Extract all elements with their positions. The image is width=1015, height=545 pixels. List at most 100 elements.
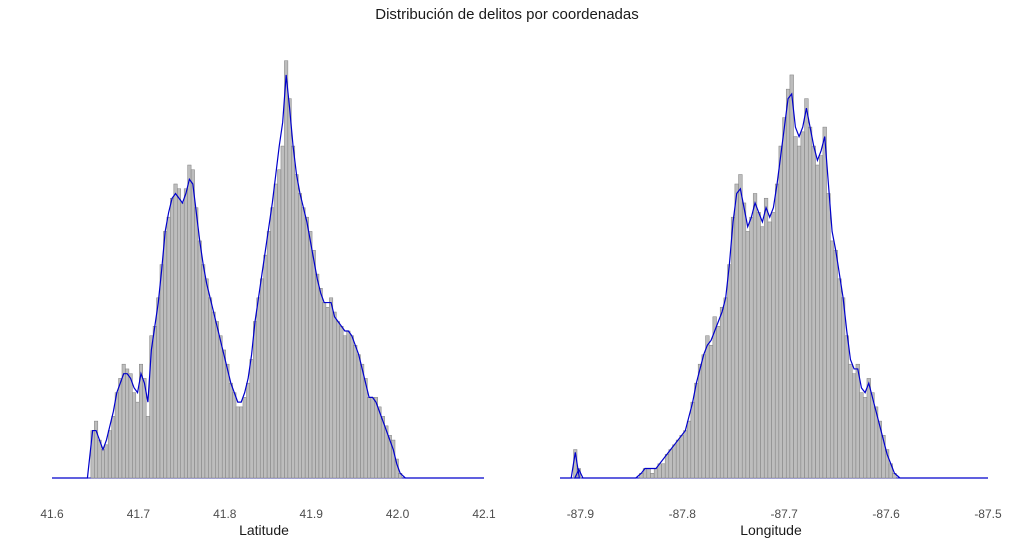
x-tick-label: 42.0: [386, 507, 410, 521]
histogram-bar: [125, 368, 130, 479]
histogram-bar: [789, 74, 794, 479]
x-tick-label: 41.6: [40, 507, 64, 521]
histogram-bar: [370, 397, 375, 479]
histogram-bar: [183, 188, 188, 479]
histogram-bar: [291, 145, 296, 479]
histogram-bar: [763, 197, 769, 479]
histogram-bar: [259, 278, 264, 479]
x-tick-label: -87.9: [567, 507, 595, 521]
histogram-bar: [253, 321, 258, 479]
histogram-bar: [104, 444, 109, 479]
histogram-bar: [204, 278, 209, 479]
histogram-bar: [128, 373, 133, 479]
histogram-bar: [304, 216, 309, 479]
longitude-density-line: [560, 92, 988, 479]
histogram-bar: [771, 212, 776, 479]
histogram-bar: [661, 463, 666, 479]
histogram-bar: [256, 297, 261, 479]
histogram-bar: [819, 155, 824, 479]
histogram-bar: [235, 406, 240, 479]
histogram-bar: [135, 401, 140, 479]
histogram-bar: [301, 207, 306, 479]
histogram-bar: [668, 449, 673, 479]
chart-title: Distribución de delitos por coordenadas: [375, 6, 639, 23]
x-tick-label: -87.8: [669, 507, 697, 521]
histogram-bar: [339, 326, 344, 479]
histogram-bar: [374, 397, 378, 479]
histogram-bar: [723, 297, 728, 479]
histogram-bar: [738, 174, 743, 479]
histogram-bar: [356, 354, 361, 479]
histogram-bar: [782, 117, 787, 479]
x-tick-label: -87.6: [872, 507, 900, 521]
histogram-bar: [322, 302, 327, 479]
histogram-bar: [815, 164, 820, 479]
histogram-bar: [800, 131, 805, 479]
histogram-bar: [741, 202, 747, 479]
histogram-bar: [664, 454, 670, 479]
histogram-bar: [650, 473, 655, 479]
histogram-bar: [201, 264, 206, 479]
histogram-bar: [166, 216, 171, 479]
histogram-bar: [145, 416, 150, 479]
histogram-bar: [705, 335, 710, 479]
histogram-bar: [315, 273, 320, 479]
histogram-bar: [859, 392, 864, 479]
histogram-bar: [708, 344, 714, 479]
histogram-bar: [646, 468, 651, 479]
histogram-bar: [686, 420, 692, 479]
histogram-bar: [228, 382, 233, 479]
histogram-bar: [833, 250, 838, 479]
histogram-bar: [152, 326, 157, 479]
histogram-bar: [246, 382, 251, 479]
histogram-bar: [287, 98, 292, 479]
histogram-bar: [318, 288, 323, 479]
x-tick-label: 41.8: [213, 507, 237, 521]
histogram-bar: [830, 240, 835, 479]
histogram-bar: [232, 392, 237, 479]
histogram-bar: [177, 188, 181, 479]
histogram-bar: [170, 197, 175, 479]
histogram-bar: [273, 183, 278, 479]
histogram-bar: [215, 321, 220, 479]
histogram-bar: [793, 136, 798, 479]
histogram-bar: [297, 193, 302, 479]
histogram-bar: [367, 397, 372, 479]
histogram-bar: [163, 231, 168, 479]
histogram-bar: [101, 449, 105, 479]
histogram-bar: [266, 231, 271, 479]
histogram-bar: [774, 183, 780, 479]
histogram-bar: [132, 392, 137, 479]
histogram-bar: [841, 297, 846, 479]
histogram-bar: [336, 321, 340, 479]
histogram-bar: [785, 88, 791, 479]
histogram-bar: [360, 363, 365, 479]
histogram-bar: [694, 382, 699, 479]
histogram-bar: [837, 278, 842, 479]
histogram-bar: [218, 335, 223, 479]
histogram-bar: [679, 435, 684, 479]
histogram-bar: [690, 401, 695, 479]
latitude-axis-label: Latitude: [239, 522, 289, 538]
histogram-bar: [811, 145, 816, 479]
histogram-bar: [280, 145, 285, 479]
histogram-bar: [848, 363, 853, 479]
histogram-bar: [796, 145, 802, 479]
histogram-bar: [697, 363, 703, 479]
histogram-bar: [866, 378, 871, 479]
histogram-bar: [97, 439, 102, 479]
histogram-bar: [852, 373, 857, 479]
x-tick-label: 42.1: [472, 507, 496, 521]
histogram-bar: [701, 354, 706, 479]
histogram-bar: [712, 316, 717, 479]
histogram-bar: [173, 183, 178, 479]
histogram-bar: [159, 264, 164, 479]
histogram-bar: [325, 307, 330, 479]
histogram-bar: [263, 254, 268, 479]
longitude-histogram: [560, 74, 988, 479]
histogram-bar: [752, 193, 758, 479]
histogram-bar: [683, 430, 688, 479]
histogram-bar: [242, 397, 247, 479]
histogram-bar: [719, 307, 725, 479]
